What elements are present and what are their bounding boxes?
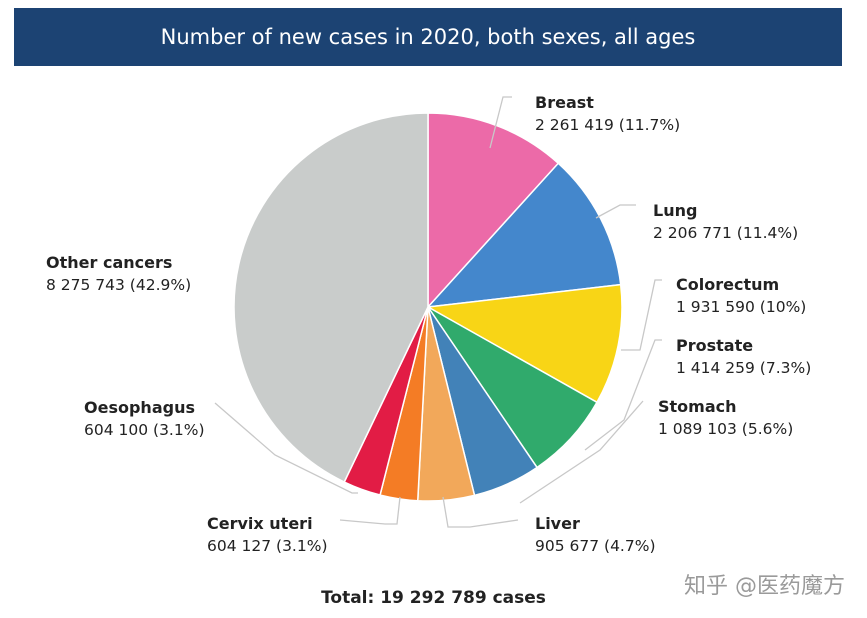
pie-slice-other-cancers — [233, 112, 429, 483]
leader-line — [339, 496, 401, 525]
slice-label-name: Stomach — [658, 397, 737, 416]
chart-title: Number of new cases in 2020, both sexes,… — [160, 25, 696, 49]
slice-label-value: 2 261 419 (11.7%) — [535, 116, 680, 134]
leader-line — [489, 96, 512, 149]
leader-line — [442, 496, 519, 528]
pie-slice-colorectum — [425, 283, 623, 404]
slice-label-name: Prostate — [676, 336, 753, 355]
slice-label-value: 1 931 590 (10%) — [676, 298, 806, 316]
slice-label-name: Colorectum — [676, 275, 779, 294]
slice-label-value: 2 206 771 (11.4%) — [653, 224, 798, 242]
slice-label-name: Oesophagus — [84, 398, 195, 417]
slice-label-name: Lung — [653, 201, 697, 220]
leader-line — [584, 339, 662, 451]
pie-slice-lung — [426, 162, 622, 308]
slice-label-name: Liver — [535, 514, 580, 533]
chart-title-bar: Number of new cases in 2020, both sexes,… — [14, 8, 842, 66]
leader-line — [621, 279, 662, 351]
pie-slice-breast — [427, 112, 560, 309]
leader-line — [519, 400, 644, 504]
watermark-text: 知乎 @医药魔方 — [684, 574, 845, 599]
slice-label-value: 1 414 259 (7.3%) — [676, 359, 811, 377]
leader-line — [595, 204, 636, 219]
slice-label-value: 905 677 (4.7%) — [535, 537, 656, 555]
total-label: Total: 19 292 789 cases — [321, 588, 546, 608]
slice-label-name: Other cancers — [46, 253, 172, 272]
slice-label-name: Breast — [535, 93, 594, 112]
slice-label-name: Cervix uteri — [207, 514, 313, 533]
slice-label-value: 1 089 103 (5.6%) — [658, 420, 793, 438]
slice-label-value: 604 127 (3.1%) — [207, 537, 328, 555]
slice-label-value: 8 275 743 (42.9%) — [46, 276, 191, 294]
leader-line — [214, 402, 358, 494]
slice-label-value: 604 100 (3.1%) — [84, 421, 205, 439]
